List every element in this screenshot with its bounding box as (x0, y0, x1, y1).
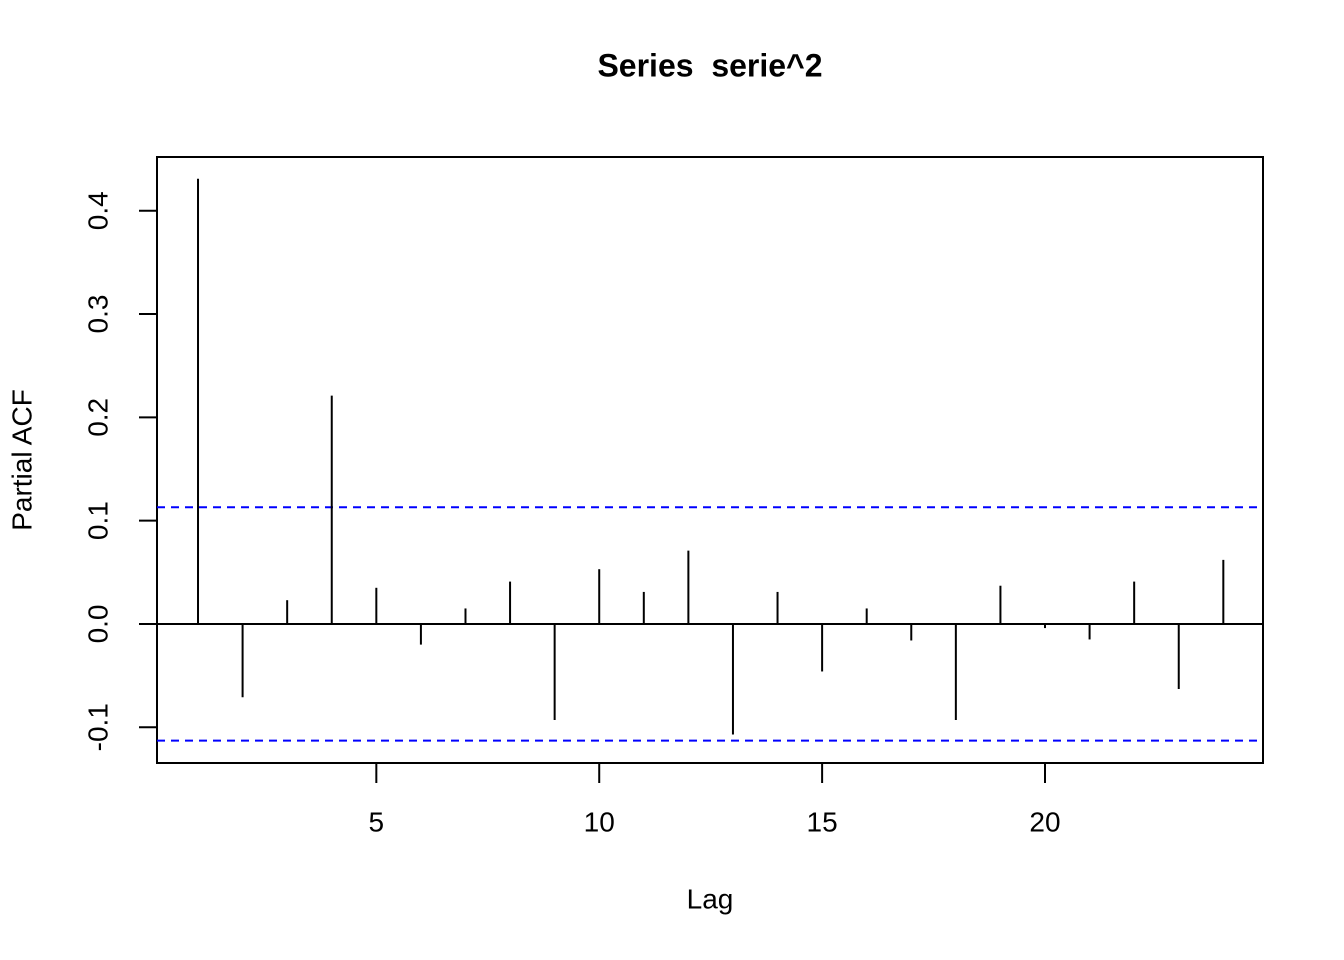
x-tick-label: 20 (1029, 806, 1060, 837)
chart-title: Series serie^2 (597, 47, 822, 83)
y-axis-label: Partial ACF (6, 389, 37, 531)
plot-frame (156, 156, 1264, 764)
y-tick-label: 0.4 (82, 191, 113, 230)
y-tick-label: 0.3 (82, 295, 113, 334)
y-tick-label: 0.2 (82, 398, 113, 437)
y-tick-label: -0.1 (82, 703, 113, 751)
y-tick-label: 0.1 (82, 501, 113, 540)
x-tick-label: 5 (369, 806, 385, 837)
x-axis-label: Lag (687, 883, 734, 914)
x-tick-label: 10 (584, 806, 615, 837)
x-tick-label: 15 (807, 806, 838, 837)
y-tick-label: 0.0 (82, 604, 113, 643)
